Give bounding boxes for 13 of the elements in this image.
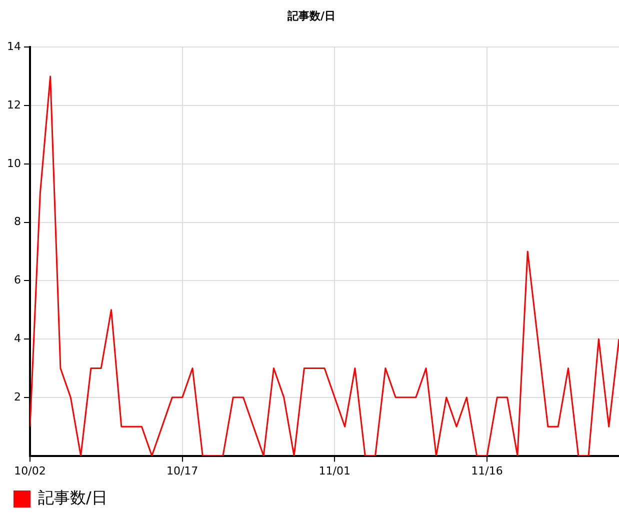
legend-label: 記事数/日 [38,488,108,508]
x-tick-label: 11/01 [318,464,351,478]
chart-title: 記事数/日 [286,9,336,22]
y-tick-label: 6 [14,274,21,287]
x-tick-label: 10/02 [14,464,46,478]
y-tick-label: 10 [6,156,21,170]
x-tick-label: 11/16 [471,464,503,478]
y-tick-label: 2 [14,390,21,404]
y-tick-label: 4 [14,332,21,345]
y-tick-label: 14 [6,40,21,54]
y-tick-label: 12 [6,98,21,112]
x-tick-label: 10/17 [166,464,198,478]
y-tick-label: 8 [14,215,21,228]
